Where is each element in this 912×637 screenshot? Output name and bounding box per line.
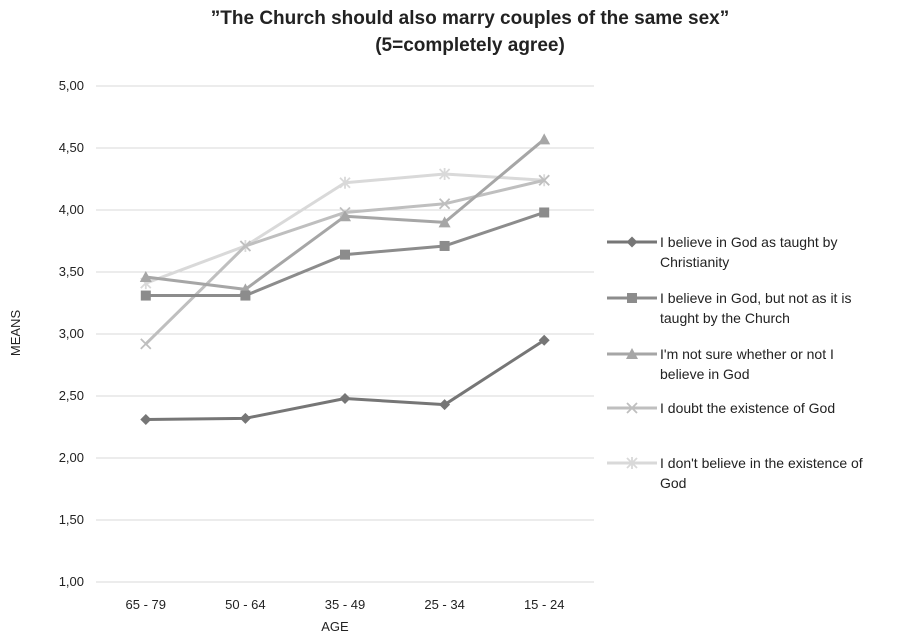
data-point: [239, 240, 252, 252]
y-axis-title: MEANS: [8, 310, 23, 357]
x-tick-label: 35 - 49: [325, 597, 365, 612]
y-tick-label: 5,00: [59, 78, 84, 93]
legend-marker: [626, 402, 638, 414]
legend-item: I'm not sure whether or not I believe in …: [607, 346, 834, 382]
legend-label: Christianity: [660, 254, 729, 270]
legend-marker: [626, 457, 638, 469]
x-tick-label: 50 - 64: [225, 597, 265, 612]
data-point: [438, 168, 451, 181]
chart-subtitle: (5=completely agree): [375, 35, 565, 56]
y-tick-label: 3,00: [59, 326, 84, 341]
data-point: [538, 334, 550, 346]
data-point: [140, 338, 152, 350]
y-tick-label: 4,00: [59, 202, 84, 217]
data-point: [340, 249, 350, 260]
legend-label: taught by the Church: [660, 310, 790, 326]
y-tick-label: 3,50: [59, 264, 84, 279]
legend-marker: [626, 236, 638, 248]
y-tick-label: 1,00: [59, 574, 84, 589]
data-point: [538, 133, 551, 145]
x-axis-title: AGE: [321, 619, 349, 634]
y-tick-label: 1,50: [59, 512, 84, 527]
legend-label: I doubt the existence of God: [660, 400, 835, 416]
series-line: [145, 338, 546, 422]
legend-label: I don't believe in the existence of: [660, 455, 863, 471]
data-point: [239, 412, 251, 424]
data-point: [538, 174, 550, 186]
y-tick-label: 4,50: [59, 140, 84, 155]
x-tick-label: 65 - 79: [126, 597, 166, 612]
data-point: [339, 210, 351, 222]
legend-label: believe in God: [660, 366, 750, 382]
legend-item: I don't believe in the existence of God: [607, 455, 863, 491]
legend-label: I'm not sure whether or not I: [660, 346, 834, 362]
y-axis-ticks: 1,00 1,50 2,00 2,50 3,00 3,50 4,00 4,50 5,00: [59, 78, 84, 589]
legend-item: I believe in God, but not as it is taught…: [607, 290, 851, 326]
x-tick-label: 15 - 24: [524, 597, 564, 612]
legend-marker: [627, 293, 637, 303]
x-axis-ticks: 65 - 79 50 - 64 35 - 49 25 - 34 15 - 24: [126, 597, 565, 612]
data-point: [539, 207, 550, 218]
series-lines: [139, 133, 551, 426]
data-point: [438, 198, 451, 210]
legend-marker: [626, 348, 638, 359]
series-3: [139, 133, 551, 295]
data-point: [339, 392, 351, 404]
data-point: [240, 290, 251, 301]
legend-item: I believe in God as taught by Christianit…: [607, 234, 837, 270]
y-tick-label: 2,00: [59, 450, 84, 465]
data-point: [339, 176, 351, 189]
legend-label: I believe in God as taught by: [660, 234, 837, 250]
legend: I believe in God as taught by Christianit…: [607, 234, 863, 491]
x-tick-label: 25 - 34: [424, 597, 464, 612]
series-2: [140, 207, 550, 301]
legend-item: I doubt the existence of God: [607, 400, 835, 416]
y-tick-label: 2,50: [59, 388, 84, 403]
data-point: [438, 216, 451, 228]
data-point: [140, 290, 151, 301]
legend-label: God: [660, 475, 686, 491]
data-point: [439, 399, 451, 411]
data-point: [139, 270, 152, 282]
chart-title: ”The Church should also marry couples of…: [211, 8, 729, 29]
series-1: [140, 334, 550, 426]
data-point: [439, 240, 450, 251]
legend-label: I believe in God, but not as it is: [660, 290, 851, 306]
data-point: [140, 414, 152, 426]
